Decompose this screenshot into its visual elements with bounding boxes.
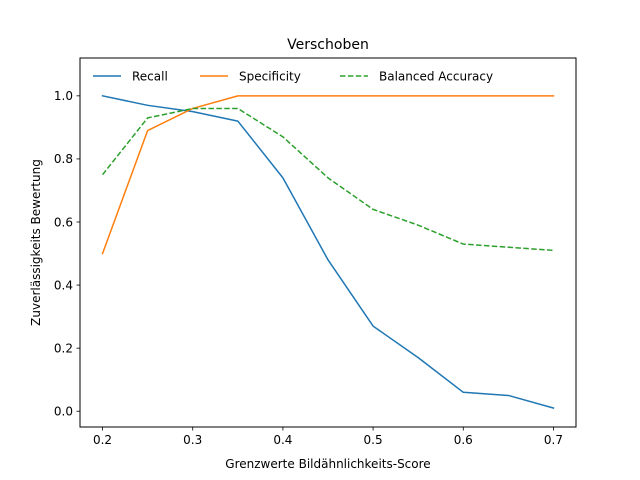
x-tick-label: 0.4 [273, 433, 292, 447]
x-tick-label: 0.3 [183, 433, 202, 447]
y-tick-label: 0.0 [54, 405, 73, 419]
x-tick-label: 0.5 [364, 433, 383, 447]
y-tick-label: 0.8 [54, 152, 73, 166]
x-tick-label: 0.7 [544, 433, 563, 447]
y-tick-label: 1.0 [54, 89, 73, 103]
legend-label: Balanced Accuracy [379, 69, 493, 83]
series-line-recall [101, 94, 555, 410]
x-axis-label: Grenzwerte Bildähnlichkeits-Score [225, 457, 430, 471]
x-tick-label: 0.6 [454, 433, 473, 447]
chart-title: Verschoben [287, 37, 369, 53]
plot-frame [79, 57, 577, 428]
legend-label: Specificity [239, 69, 301, 83]
y-tick-label: 0.2 [54, 341, 73, 355]
y-tick-label: 0.6 [54, 215, 73, 229]
legend: Recall Specificity Balanced Accuracy [93, 69, 493, 83]
series-line-specificity [101, 95, 555, 255]
legend-label: Recall [132, 69, 168, 83]
y-tick-label: 0.4 [54, 278, 73, 292]
x-tick-label: 0.2 [93, 433, 112, 447]
series-line-balanced-accuracy [101, 107, 554, 252]
y-axis-label: Zuverlässigkeits Bewertung [29, 159, 43, 326]
